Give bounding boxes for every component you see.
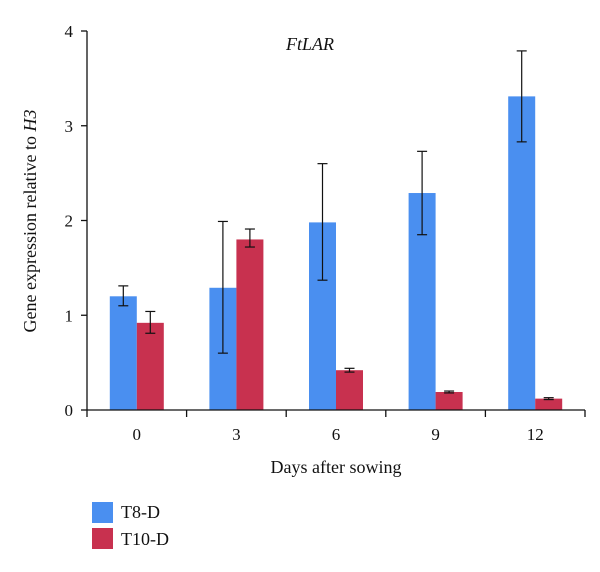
bar-t10-d-0	[136, 322, 164, 410]
y-tick-label: 0	[65, 401, 74, 420]
x-ticks: 0 3 6 9 12	[86, 410, 586, 444]
x-tick-label: 12	[527, 425, 544, 444]
bar-t8-d-12	[508, 96, 536, 410]
x-tick-label: 9	[431, 425, 440, 444]
chart-title: FtLAR	[285, 34, 334, 54]
bar-t10-d-6	[336, 370, 363, 410]
legend-label-t8-d: T8-D	[121, 502, 160, 522]
y-tick-label: 1	[65, 306, 74, 325]
x-tick-label: 3	[232, 425, 241, 444]
y-tick-label: 2	[65, 212, 74, 231]
bar-t10-d-9	[435, 391, 463, 410]
y-axis-label-gene: H3	[20, 110, 40, 133]
y-axis-label: Gene expression relative to H3	[20, 110, 40, 333]
legend: T8-D T10-D	[92, 502, 169, 549]
bar-t10-d-12	[535, 398, 563, 410]
bar-t8-d-0	[109, 296, 137, 410]
x-axis-label: Days after sowing	[271, 457, 402, 477]
legend-swatch-t8-d	[92, 502, 113, 523]
legend-label-t10-d: T10-D	[121, 529, 169, 549]
bar-t10-d-3	[236, 239, 264, 410]
y-tick-label: 4	[65, 22, 74, 41]
x-tick-label: 6	[332, 425, 341, 444]
x-tick-label: 0	[133, 425, 142, 444]
bars-layer	[109, 96, 563, 410]
y-ticks: 0 1 2 3 4	[65, 22, 87, 420]
y-tick-label: 3	[65, 117, 74, 136]
legend-swatch-t10-d	[92, 528, 113, 549]
y-axis-label-prefix: Gene expression relative to	[20, 132, 40, 333]
error-bars-layer	[118, 50, 554, 401]
